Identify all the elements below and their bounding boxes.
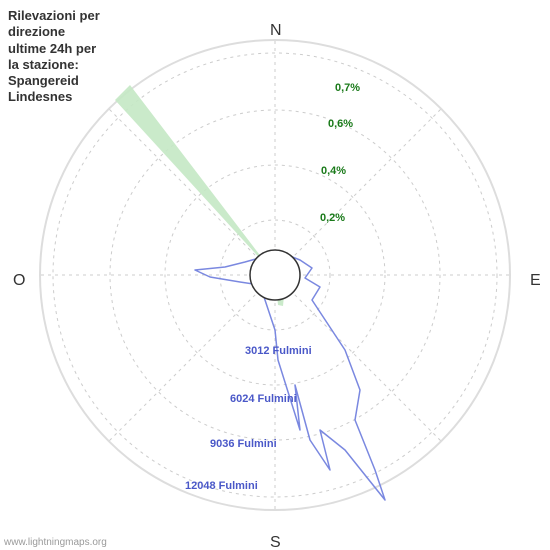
compass-e: E	[530, 272, 541, 290]
count-label-0: 3012 Fulmini	[245, 345, 312, 357]
compass-o: O	[13, 272, 25, 290]
count-label-1: 6024 Fulmini	[230, 393, 297, 405]
polar-chart-stage: Rilevazioni per direzione ultime 24h per…	[0, 0, 550, 550]
chart-title: Rilevazioni per direzione ultime 24h per…	[8, 8, 100, 106]
ring-label-3: 0,7%	[335, 82, 360, 94]
ring-label-2: 0,6%	[328, 118, 353, 130]
ring-label-0: 0,2%	[320, 212, 345, 224]
attribution-footer: www.lightningmaps.org	[4, 537, 107, 548]
ring-label-1: 0,4%	[321, 165, 346, 177]
compass-n: N	[270, 22, 282, 40]
count-label-2: 9036 Fulmini	[210, 438, 277, 450]
compass-s: S	[270, 534, 281, 550]
count-label-3: 12048 Fulmini	[185, 480, 258, 492]
